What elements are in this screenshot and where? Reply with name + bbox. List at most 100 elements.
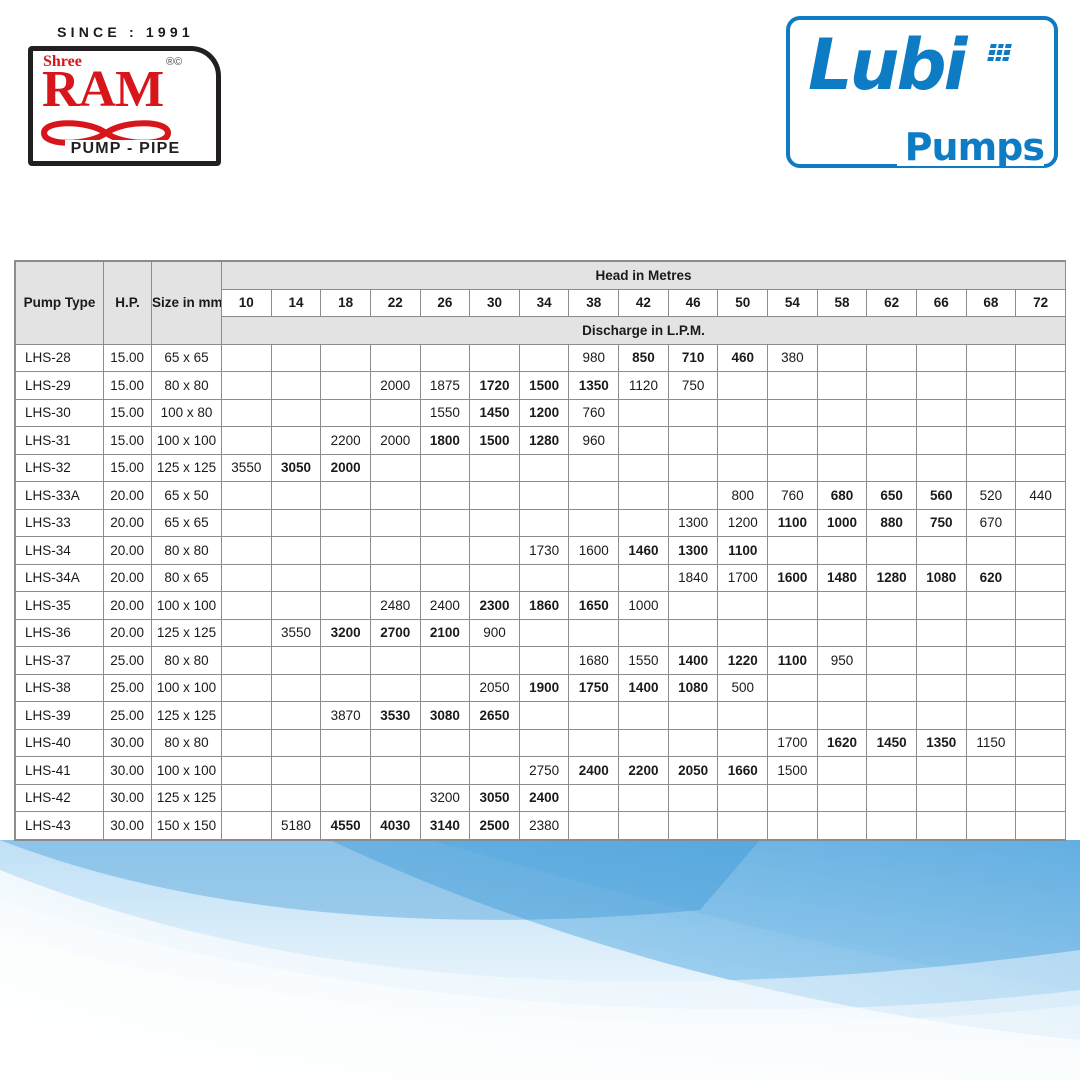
cell-discharge [667, 453, 719, 482]
cell-hp: 15.00 [103, 371, 152, 400]
cell-discharge [717, 783, 769, 812]
cell-discharge [965, 701, 1017, 730]
cell-discharge [518, 481, 570, 510]
cell-discharge: 1000 [618, 591, 669, 620]
cell-discharge [568, 783, 620, 812]
cell-discharge [915, 426, 967, 455]
cell-discharge [320, 783, 371, 812]
cell-discharge: 1700 [717, 563, 769, 592]
cell-discharge [369, 536, 421, 565]
col-header-head-46: 46 [667, 288, 719, 317]
cell-discharge [270, 508, 322, 537]
cell-discharge [717, 811, 769, 840]
cell-discharge: 1080 [667, 673, 719, 702]
cell-discharge [469, 343, 520, 372]
table-row: LHS-38 25.00 100 x 100 2050 1900 1750 1400 1080… [15, 673, 1066, 702]
cell-discharge [221, 728, 272, 757]
cell-discharge: 520 [965, 481, 1017, 510]
cell-discharge [866, 783, 917, 812]
cell-discharge [469, 756, 520, 785]
cell-discharge: 380 [767, 343, 818, 372]
col-header-head-18: 18 [320, 288, 371, 317]
cell-discharge: 1300 [667, 536, 719, 565]
table-head: Pump Type H.P. Size in mm Head in Metres… [15, 261, 1066, 345]
cell-discharge [618, 453, 669, 482]
cell-size: 125 x 125 [151, 618, 222, 647]
cell-discharge: 1875 [419, 371, 471, 400]
cell-pump-type: LHS-33A [15, 481, 104, 510]
cell-discharge: 650 [866, 481, 917, 510]
cell-discharge [915, 453, 967, 482]
cell-discharge [469, 728, 520, 757]
lubi-subtitle: Pumps [896, 128, 1045, 166]
cell-discharge [568, 508, 620, 537]
cell-discharge [518, 453, 570, 482]
cell-discharge [965, 343, 1017, 372]
cell-discharge: 2480 [369, 591, 421, 620]
table-row: LHS-32 15.00 125 x 125 3550 3050 2000 [15, 453, 1066, 482]
cell-discharge [767, 398, 818, 427]
cell-discharge: 2300 [469, 591, 520, 620]
cell-discharge: 1860 [518, 591, 570, 620]
table-row: LHS-39 25.00 125 x 125 3870 3530 3080 2650 [15, 701, 1066, 730]
cell-hp: 15.00 [103, 343, 152, 372]
cell-discharge [469, 563, 520, 592]
cell-discharge [717, 371, 769, 400]
cell-discharge [667, 728, 719, 757]
cell-discharge [419, 453, 471, 482]
cell-discharge [717, 701, 769, 730]
cell-discharge [767, 673, 818, 702]
cell-discharge [1015, 398, 1066, 427]
cell-hp: 20.00 [103, 508, 152, 537]
cell-discharge [618, 618, 669, 647]
col-header-head-54: 54 [767, 288, 818, 317]
cell-discharge [320, 508, 371, 537]
cell-discharge: 1220 [717, 646, 769, 675]
cell-discharge: 1100 [717, 536, 769, 565]
cell-discharge [518, 343, 570, 372]
cell-discharge [915, 701, 967, 730]
ram-brand-text: RAM [42, 61, 164, 118]
cell-discharge: 1650 [568, 591, 620, 620]
table-row: LHS-42 30.00 125 x 125 3200 3050 2400 [15, 783, 1066, 812]
cell-size: 100 x 100 [151, 591, 222, 620]
cell-discharge [618, 426, 669, 455]
cell-discharge [915, 646, 967, 675]
cell-discharge: 1730 [518, 536, 570, 565]
cell-discharge [915, 783, 967, 812]
cell-discharge: 2750 [518, 756, 570, 785]
cell-hp: 20.00 [103, 536, 152, 565]
cell-discharge [419, 756, 471, 785]
cell-discharge [816, 756, 868, 785]
cell-discharge [270, 563, 322, 592]
cell-discharge: 1300 [667, 508, 719, 537]
cell-discharge: 1620 [816, 728, 868, 757]
cell-discharge [568, 481, 620, 510]
cell-discharge [866, 618, 917, 647]
cell-discharge [965, 783, 1017, 812]
cell-discharge: 460 [717, 343, 769, 372]
group-header-head-in-metres: Head in Metres [221, 261, 1066, 290]
cell-pump-type: LHS-34 [15, 536, 104, 565]
cell-discharge: 500 [717, 673, 769, 702]
cell-discharge [320, 728, 371, 757]
cell-discharge [866, 343, 917, 372]
table-row: LHS-34 20.00 80 x 80 1730 1600 1460 1300 1100 [15, 536, 1066, 565]
cell-discharge [667, 618, 719, 647]
cell-discharge [816, 453, 868, 482]
ram-logo-frame [28, 46, 221, 166]
cell-discharge: 1600 [767, 563, 818, 592]
cell-discharge [1015, 728, 1066, 757]
cell-discharge [1015, 453, 1066, 482]
cell-discharge [667, 783, 719, 812]
decorative-wave-background [0, 840, 1080, 1080]
cell-discharge [767, 591, 818, 620]
cell-discharge [320, 563, 371, 592]
cell-size: 80 x 65 [151, 563, 222, 592]
cell-discharge [667, 426, 719, 455]
cell-discharge: 560 [915, 481, 967, 510]
cell-discharge [270, 343, 322, 372]
cell-discharge [915, 371, 967, 400]
ram-tagline-wrap: PUMP - PIPE [18, 140, 233, 158]
cell-hp: 20.00 [103, 481, 152, 510]
